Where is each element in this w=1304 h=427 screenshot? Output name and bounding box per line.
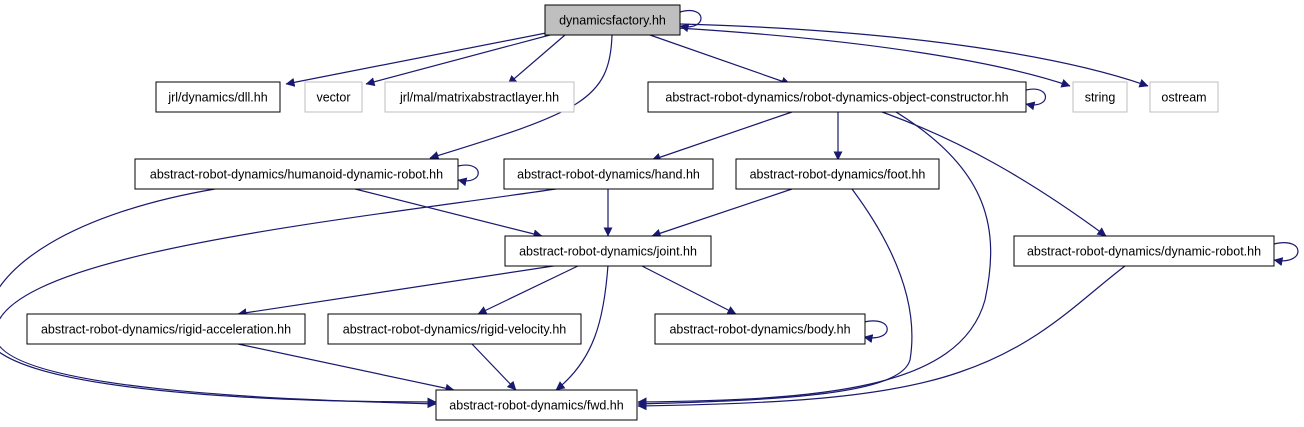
edge-rigidacc-to-fwd bbox=[237, 343, 455, 393]
edge-humanoid-to-joint bbox=[354, 188, 543, 239]
edge-root-to-dll bbox=[285, 32, 547, 87]
node-hand[interactable]: abstract-robot-dynamics/hand.hh bbox=[503, 158, 714, 190]
edge-constructor-self bbox=[1025, 88, 1046, 111]
node-robot-dynamics-object-constructor[interactable]: abstract-robot-dynamics/robot-dynamics-o… bbox=[647, 81, 1027, 113]
edge-root-to-humanoid bbox=[429, 34, 613, 160]
edge-root-to-constructor bbox=[649, 34, 791, 86]
node-label: abstract-robot-dynamics/joint.hh bbox=[519, 245, 697, 259]
node-rigid-velocity[interactable]: abstract-robot-dynamics/rigid-velocity.h… bbox=[327, 313, 582, 345]
edge-joint-to-rigidacc bbox=[237, 264, 561, 318]
node-humanoid-dynamic-robot[interactable]: abstract-robot-dynamics/humanoid-dynamic… bbox=[134, 158, 459, 190]
node-label: abstract-robot-dynamics/rigid-velocity.h… bbox=[343, 323, 567, 337]
node-label: abstract-robot-dynamics/humanoid-dynamic… bbox=[150, 168, 443, 182]
node-dll[interactable]: jrl/dynamics/dll.hh bbox=[155, 81, 281, 113]
node-label: abstract-robot-dynamics/robot-dynamics-o… bbox=[665, 91, 1008, 105]
node-label: abstract-robot-dynamics/rigid-accelerati… bbox=[41, 323, 291, 337]
node-label: ostream bbox=[1161, 91, 1206, 105]
node-label: jrl/dynamics/dll.hh bbox=[167, 91, 267, 105]
node-label: jrl/mal/matrixabstractlayer.hh bbox=[399, 91, 559, 105]
node-label: abstract-robot-dynamics/hand.hh bbox=[517, 168, 700, 182]
node-label: abstract-robot-dynamics/body.hh bbox=[669, 323, 850, 337]
node-dynamic-robot[interactable]: abstract-robot-dynamics/dynamic-robot.hh bbox=[1013, 235, 1275, 267]
node-label: abstract-robot-dynamics/dynamic-robot.hh bbox=[1027, 245, 1261, 259]
node-vector[interactable]: vector bbox=[304, 81, 363, 113]
edge-root-to-string bbox=[677, 27, 1071, 88]
edge-constructor-to-hand bbox=[651, 111, 793, 162]
node-string[interactable]: string bbox=[1072, 81, 1128, 113]
node-label: abstract-robot-dynamics/fwd.hh bbox=[449, 399, 623, 413]
node-rigid-acceleration[interactable]: abstract-robot-dynamics/rigid-accelerati… bbox=[26, 313, 306, 345]
edge-hand-to-fwd bbox=[0, 188, 557, 409]
node-matrixabstractlayer[interactable]: jrl/mal/matrixabstractlayer.hh bbox=[384, 81, 575, 113]
edge-foot-to-joint bbox=[651, 188, 793, 238]
edge-humanoid-self bbox=[457, 164, 479, 187]
edge-joint-to-rigidvel bbox=[477, 264, 581, 315]
node-label: abstract-robot-dynamics/foot.hh bbox=[750, 168, 926, 182]
edge-dynrobot-to-fwd bbox=[637, 265, 1126, 411]
edge-joint-to-fwd bbox=[555, 264, 609, 391]
edge-body-self bbox=[863, 320, 888, 344]
node-label: vector bbox=[316, 91, 350, 105]
node-joint[interactable]: abstract-robot-dynamics/joint.hh bbox=[504, 235, 712, 267]
edge-root-self bbox=[679, 10, 702, 33]
edge-rigidvel-to-fwd bbox=[471, 343, 517, 391]
edge-root-to-vector bbox=[365, 34, 551, 87]
edge-joint-to-body bbox=[639, 264, 737, 315]
edge-dynrobot-self bbox=[1273, 242, 1299, 266]
node-label: string bbox=[1085, 91, 1116, 105]
edge-humanoid-to-fwd bbox=[0, 188, 437, 407]
node-label: dynamicsfactory.hh bbox=[559, 14, 666, 28]
node-ostream[interactable]: ostream bbox=[1149, 81, 1219, 113]
edge-constructor-to-fwd bbox=[637, 111, 992, 407]
node-fwd[interactable]: abstract-robot-dynamics/fwd.hh bbox=[435, 389, 638, 421]
edge-root-to-matrix bbox=[507, 34, 566, 85]
edge-foot-to-fwd bbox=[637, 188, 913, 409]
edge-root-to-ostream bbox=[679, 23, 1149, 88]
node-foot[interactable]: abstract-robot-dynamics/foot.hh bbox=[735, 158, 940, 190]
node-body[interactable]: abstract-robot-dynamics/body.hh bbox=[654, 313, 866, 345]
edge-constructor-to-dynrobot bbox=[881, 111, 1107, 237]
node-dynamicsfactory[interactable]: dynamicsfactory.hh bbox=[544, 4, 681, 36]
edges-group bbox=[0, 10, 1299, 411]
